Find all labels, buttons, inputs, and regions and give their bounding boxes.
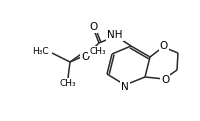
- Text: CH₃: CH₃: [60, 79, 76, 87]
- Text: CH₃: CH₃: [89, 46, 106, 56]
- Text: O: O: [81, 52, 89, 62]
- Text: H₃C: H₃C: [32, 48, 49, 57]
- Text: O: O: [160, 41, 168, 51]
- Text: N: N: [121, 82, 129, 92]
- Text: NH: NH: [107, 30, 123, 40]
- Text: O: O: [161, 75, 169, 85]
- Text: O: O: [89, 22, 97, 32]
